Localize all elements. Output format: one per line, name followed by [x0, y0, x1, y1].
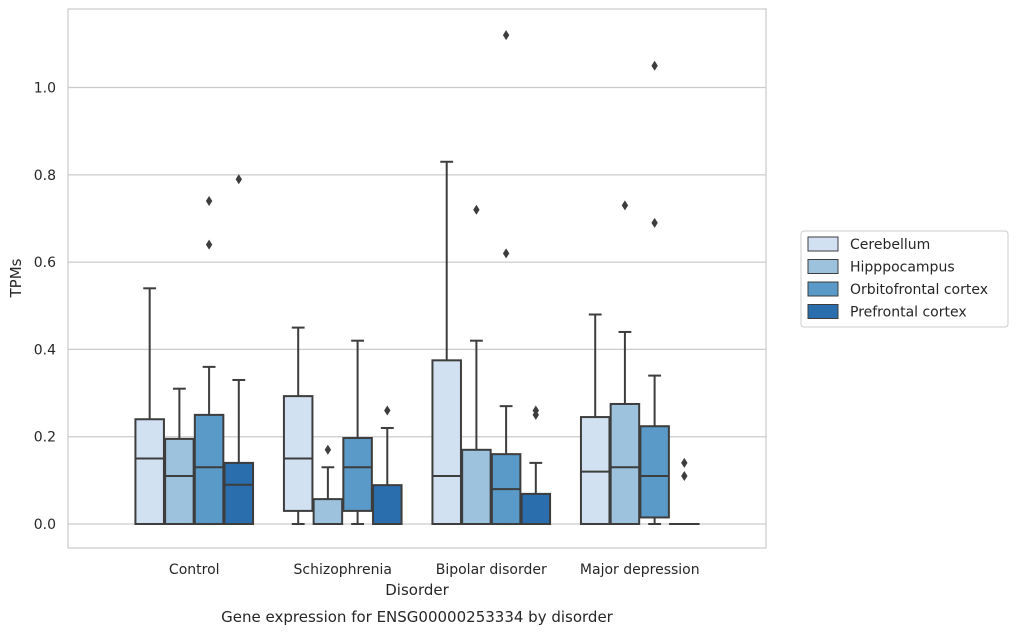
- legend-swatch: [807, 259, 839, 274]
- legend-label: Hipppocampus: [850, 260, 955, 276]
- box: [282, 395, 314, 512]
- box-plot-group: [193, 196, 225, 525]
- box-plot-group: [134, 287, 165, 525]
- box: [342, 437, 373, 512]
- box-plot-group: [490, 30, 522, 525]
- plot-frame: [67, 8, 767, 549]
- box: [193, 413, 225, 525]
- y-tick-labels: 0.0 0.2 0.4 0.6 0.8 1.0: [34, 81, 56, 533]
- box: [609, 402, 641, 525]
- y-tick-label: 0.2: [34, 430, 56, 446]
- box: [312, 498, 344, 525]
- x-tick-label: Major depression: [580, 562, 700, 578]
- boxes: [134, 30, 700, 526]
- box-plot-group: [223, 174, 255, 525]
- legend-label: Prefrontal cortex: [850, 305, 967, 321]
- legend-swatch: [807, 281, 839, 297]
- legend-frame: [800, 230, 1009, 328]
- outlier-point: [205, 196, 213, 207]
- outlier-point: [532, 405, 540, 416]
- box-plot-group: [372, 405, 403, 525]
- outlier-point: [502, 248, 510, 259]
- box: [164, 437, 195, 525]
- outlier-point: [235, 174, 242, 185]
- box-plot-group: [342, 339, 373, 525]
- outlier-point: [205, 239, 213, 250]
- y-tick-label: 0.6: [34, 255, 56, 271]
- x-tick-label: Control: [169, 562, 220, 578]
- y-axis-label: TPMs: [7, 258, 25, 298]
- box-plot-group: [669, 457, 700, 526]
- y-tick-label: 0.8: [34, 168, 56, 184]
- y-tick-label: 0.4: [34, 342, 56, 358]
- outlier-point: [651, 217, 658, 228]
- box: [431, 359, 462, 525]
- outlier-point: [621, 200, 629, 211]
- x-tick-label: Schizophrenia: [294, 562, 392, 578]
- x-axis-label: Disorder: [385, 581, 449, 599]
- outlier-point: [681, 457, 688, 468]
- box-plot-group: [312, 444, 344, 525]
- legend-swatch: [807, 236, 839, 252]
- box: [579, 416, 611, 525]
- box: [639, 425, 670, 519]
- outlier-point: [384, 405, 391, 416]
- box: [223, 461, 255, 525]
- box-plot-group: [579, 313, 611, 525]
- x-tick-labels: Control Schizophrenia Bipolar disorder Majo…: [169, 562, 700, 578]
- y-tick-label: 0.0: [34, 517, 56, 533]
- box-plot-group: [639, 60, 670, 525]
- box-plot-group: [164, 387, 195, 525]
- box-plot-group: [520, 405, 552, 525]
- outlier-point: [473, 204, 480, 215]
- box: [520, 492, 552, 525]
- box: [134, 418, 165, 525]
- outlier-point: [681, 470, 688, 481]
- legend: Cerebellum Hipppocampus Orbitofrontal cort…: [800, 230, 1009, 328]
- x-tick-label: Bipolar disorder: [436, 562, 547, 578]
- chart-caption: Gene expression for ENSG00000253334 by d…: [221, 608, 614, 626]
- box: [372, 484, 403, 525]
- box-plot-group: [461, 204, 492, 525]
- box-plot-group: [282, 326, 314, 525]
- legend-label: Cerebellum: [850, 237, 930, 253]
- outlier-point: [502, 30, 510, 41]
- legend-label: Orbitofrontal cortex: [850, 282, 988, 298]
- box-plot-group: [609, 200, 641, 525]
- legend-swatch: [807, 304, 839, 319]
- outlier-point: [651, 60, 658, 71]
- y-tick-label: 1.0: [34, 81, 56, 97]
- outlier-point: [324, 444, 332, 455]
- box: [461, 448, 492, 525]
- box-plot-group: [431, 160, 462, 525]
